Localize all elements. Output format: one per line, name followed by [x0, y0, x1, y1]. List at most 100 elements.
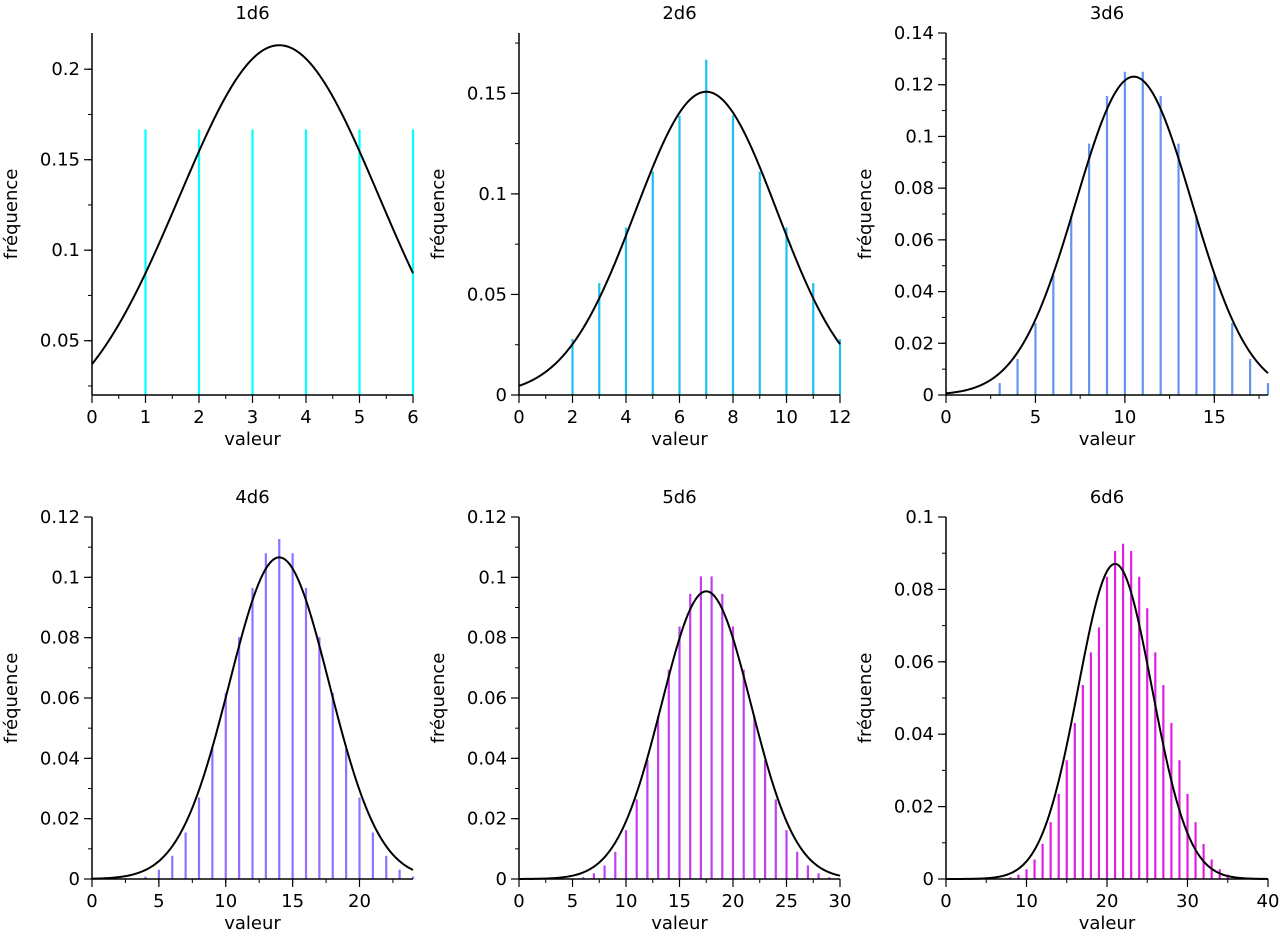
x-tick-label: 30: [1176, 891, 1199, 912]
x-tick-label: 6: [674, 407, 685, 428]
y-tick-label: 0.12: [467, 507, 507, 528]
x-tick-label: 2: [567, 407, 578, 428]
y-tick-label: 0.08: [467, 628, 507, 649]
chart-title: 6d6: [1090, 487, 1124, 508]
y-tick-label: 0.1: [51, 567, 80, 588]
y-tick-label: 0.04: [894, 282, 934, 303]
x-tick-label: 20: [722, 891, 745, 912]
x-tick-label: 0: [513, 891, 524, 912]
x-tick-label: 15: [281, 891, 304, 912]
x-tick-label: 40: [1257, 891, 1280, 912]
chart-title: 5d6: [662, 487, 696, 508]
y-tick-label: 0.15: [40, 150, 80, 171]
x-tick-label: 0: [86, 407, 97, 428]
chart-6d6: 0 0.02 0.04 0.06 0.08 0.1 0 10 20 30 40 6d6 valeur fr…: [855, 487, 1279, 934]
chart-3d6: 0 0.02 0.04 0.06 0.08 0.1 0.12 0.14 0 5 10 15 3d6 val…: [855, 3, 1270, 450]
x-tick-label: 15: [668, 891, 691, 912]
x-axis-label: valeur: [224, 429, 281, 450]
y-tick-label: 0.14: [894, 23, 934, 44]
x-axis-label: valeur: [651, 913, 708, 934]
y-axis-label: fréquence: [855, 653, 876, 744]
y-tick-label: 0.1: [905, 126, 934, 147]
normal-curve: [518, 90, 841, 387]
x-tick-label: 10: [1113, 407, 1136, 428]
y-tick-label: 0: [923, 385, 934, 406]
y-tick-label: 0.06: [894, 652, 934, 673]
y-tick-label: 0: [69, 869, 80, 890]
y-tick-label: 0.1: [905, 507, 934, 528]
x-tick-label: 10: [615, 891, 638, 912]
y-tick-label: 0.08: [40, 628, 80, 649]
x-tick-label: 12: [829, 407, 852, 428]
normal-curve: [945, 75, 1269, 395]
x-tick-label: 20: [348, 891, 371, 912]
chart-title: 1d6: [235, 3, 269, 24]
normal-curve: [91, 44, 414, 365]
y-tick-label: 0.04: [40, 748, 80, 769]
y-tick-label: 0.02: [894, 333, 934, 354]
chart-1d6: 0.05 0.1 0.15 0.2 0 1 2 3 4 5 6 1d6 valeur fréquence: [1, 3, 419, 450]
x-tick-label: 30: [829, 891, 852, 912]
y-axis-label: fréquence: [1, 653, 22, 744]
y-tick-label: 0.02: [40, 809, 80, 830]
y-tick-label: 0.04: [467, 748, 507, 769]
y-tick-label: 0.1: [51, 240, 80, 261]
y-tick-label: 0.1: [478, 184, 507, 205]
y-axis-label: fréquence: [855, 169, 876, 260]
x-tick-label: 6: [407, 407, 418, 428]
normal-curve: [946, 562, 1269, 880]
x-axis-label: valeur: [224, 913, 281, 934]
x-tick-label: 15: [1203, 407, 1226, 428]
y-tick-label: 0.2: [51, 59, 80, 80]
y-tick-label: 0.02: [894, 797, 934, 818]
x-axis-label: valeur: [1079, 429, 1136, 450]
x-tick-label: 0: [86, 891, 97, 912]
x-tick-label: 0: [513, 407, 524, 428]
y-axis-label: fréquence: [1, 169, 22, 260]
normal-curve: [519, 590, 841, 880]
x-axis-label: valeur: [1079, 913, 1136, 934]
y-tick-label: 0.04: [894, 724, 934, 745]
x-tick-label: 5: [1030, 407, 1041, 428]
y-tick-label: 0.06: [467, 688, 507, 709]
x-tick-label: 10: [1015, 891, 1038, 912]
x-tick-label: 5: [567, 891, 578, 912]
y-tick-label: 0.05: [40, 331, 80, 352]
x-tick-label: 10: [214, 891, 237, 912]
chart-title: 4d6: [235, 487, 269, 508]
x-tick-label: 0: [940, 891, 951, 912]
x-tick-label: 25: [775, 891, 798, 912]
chart-2d6: 0 0.05 0.1 0.15 0 2 4 6 8 10 12 2d6 valeur fréquence: [428, 3, 851, 450]
y-tick-label: 0.12: [894, 75, 934, 96]
normal-curve: [91, 556, 414, 880]
chart-4d6: 0 0.02 0.04 0.06 0.08 0.1 0.12 0 5 10 15 20 4d6 valeu…: [1, 487, 415, 934]
x-tick-label: 8: [727, 407, 738, 428]
y-axis-label: fréquence: [428, 653, 449, 744]
x-tick-label: 4: [620, 407, 631, 428]
x-tick-label: 1: [140, 407, 151, 428]
y-tick-label: 0.08: [894, 178, 934, 199]
x-tick-label: 3: [247, 407, 258, 428]
x-axis-label: valeur: [651, 429, 708, 450]
y-tick-label: 0.05: [467, 284, 507, 305]
y-tick-label: 0.1: [478, 567, 507, 588]
y-tick-label: 0: [496, 385, 507, 406]
chart-title: 3d6: [1090, 3, 1124, 24]
y-tick-label: 0.02: [467, 809, 507, 830]
y-tick-label: 0: [923, 869, 934, 890]
y-tick-label: 0.06: [894, 230, 934, 251]
x-tick-label: 20: [1096, 891, 1119, 912]
x-tick-label: 2: [193, 407, 204, 428]
chart-title: 2d6: [662, 3, 696, 24]
y-axis-label: fréquence: [428, 169, 449, 260]
x-tick-label: 5: [153, 891, 164, 912]
chart-5d6: 0 0.02 0.04 0.06 0.08 0.1 0.12 0 5 10 15 20 25 30 5d6 v…: [428, 487, 851, 934]
y-tick-label: 0: [496, 869, 507, 890]
x-tick-label: 0: [940, 407, 951, 428]
y-tick-label: 0.15: [467, 83, 507, 104]
x-tick-label: 4: [300, 407, 311, 428]
x-tick-label: 10: [775, 407, 798, 428]
y-tick-label: 0.08: [894, 579, 934, 600]
y-tick-label: 0.06: [40, 688, 80, 709]
